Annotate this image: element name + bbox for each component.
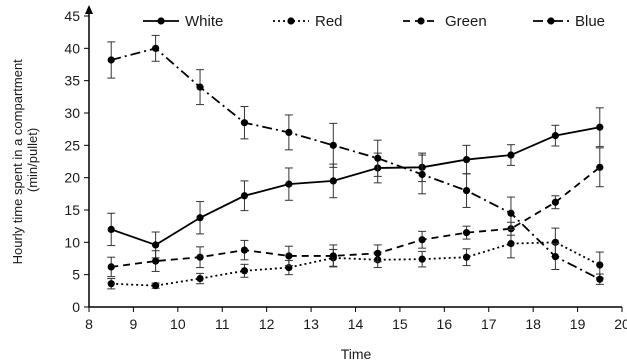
data-point-green xyxy=(374,249,382,257)
data-point-red xyxy=(462,253,471,261)
x-tick-label: 18 xyxy=(525,316,541,332)
data-point-blue xyxy=(196,83,204,91)
data-point-blue xyxy=(374,154,382,162)
data-point-red xyxy=(240,267,249,275)
data-point-blue xyxy=(462,187,471,195)
data-point-white xyxy=(240,192,249,200)
legend-item-white: White xyxy=(143,13,223,30)
y-axis-label-line-2: (min/pullet) xyxy=(25,128,40,192)
y-tick-label: 40 xyxy=(64,40,80,56)
legend-marker-green xyxy=(417,17,425,25)
data-point-green xyxy=(462,229,471,237)
data-point-green xyxy=(152,257,160,265)
series-line-green xyxy=(111,166,601,268)
legend: White Red Green Blue xyxy=(143,13,605,30)
series-white xyxy=(107,107,604,259)
legend-label-white: White xyxy=(185,13,223,30)
legend-item-green: Green xyxy=(403,13,487,30)
y-tick-label: 10 xyxy=(64,234,80,250)
series-line-red xyxy=(111,241,601,287)
data-point-blue xyxy=(507,209,515,217)
data-point-green xyxy=(240,246,249,254)
data-point-blue xyxy=(551,252,559,261)
data-point-red xyxy=(418,255,426,263)
x-tick-label: 13 xyxy=(303,316,319,332)
data-point-white xyxy=(507,151,515,159)
data-point-red xyxy=(551,238,559,246)
legend-marker-red xyxy=(287,17,295,25)
series-red xyxy=(107,227,604,290)
x-tick-label: 17 xyxy=(481,316,497,332)
data-point-white xyxy=(596,123,604,131)
data-point-blue xyxy=(418,170,426,179)
y-tick-label: 30 xyxy=(64,105,80,121)
series-line-blue xyxy=(110,47,601,280)
legend-marker-white xyxy=(157,17,165,25)
data-point-white xyxy=(285,180,293,188)
data-point-green xyxy=(285,252,293,260)
y-axis-label-line-1: Hourly time spent in a compartment xyxy=(10,59,25,265)
data-point-green xyxy=(596,163,604,171)
y-tick-label: 15 xyxy=(64,202,80,218)
y-tick-label: 25 xyxy=(64,137,80,153)
data-point-green xyxy=(551,198,559,206)
x-tick-label: 20 xyxy=(614,316,627,332)
data-point-red xyxy=(196,274,204,283)
y-tick-label: 45 xyxy=(64,8,80,24)
axes: 0 5 10 15 20 25 30 35 40 45 8 9 10 11 12 13 14 15 16 17 18 19… xyxy=(64,5,627,332)
x-tick-label: 10 xyxy=(170,316,186,332)
legend-label-green: Green xyxy=(445,13,487,30)
legend-marker-blue xyxy=(547,17,555,25)
x-tick-label: 16 xyxy=(437,316,453,332)
data-point-green xyxy=(107,263,115,271)
series-blue xyxy=(107,34,604,285)
y-tick-label: 0 xyxy=(72,299,80,315)
data-point-white xyxy=(196,214,204,222)
x-tick-label: 9 xyxy=(130,316,138,332)
data-point-red xyxy=(507,240,515,248)
x-tick-label: 12 xyxy=(259,316,275,332)
data-point-blue xyxy=(240,119,249,127)
y-axis-label: Hourly time spent in a compartment (min/… xyxy=(10,56,40,265)
y-axis-arrow xyxy=(85,5,93,14)
y-tick-label: 5 xyxy=(72,267,80,283)
data-point-white xyxy=(551,132,559,140)
x-tick-label: 15 xyxy=(392,316,408,332)
x-tick-label: 19 xyxy=(570,316,586,332)
data-point-blue xyxy=(329,141,337,149)
data-point-red xyxy=(107,280,115,288)
data-point-red xyxy=(152,282,160,290)
legend-item-red: Red xyxy=(273,13,343,30)
data-point-green xyxy=(196,253,204,261)
series-green xyxy=(107,147,604,278)
legend-label-blue: Blue xyxy=(575,13,605,30)
data-point-red xyxy=(596,261,604,269)
data-point-blue xyxy=(152,44,160,52)
data-point-white xyxy=(152,241,160,249)
data-point-white xyxy=(107,225,115,233)
data-point-blue xyxy=(107,56,115,64)
series-line-white xyxy=(110,126,600,246)
data-point-green xyxy=(329,252,337,260)
series-layer xyxy=(107,34,604,290)
x-tick-label: 14 xyxy=(348,316,364,332)
legend-item-blue: Blue xyxy=(533,13,605,30)
y-tick-label: 20 xyxy=(64,170,80,186)
data-point-blue xyxy=(285,128,293,136)
x-tick-label: 8 xyxy=(85,316,93,332)
y-tick-label: 35 xyxy=(64,73,80,89)
x-tick-label: 11 xyxy=(215,316,230,332)
data-point-green xyxy=(418,236,426,244)
legend-label-red: Red xyxy=(315,13,343,30)
data-point-white xyxy=(329,177,337,185)
data-point-white xyxy=(462,155,471,164)
data-point-blue xyxy=(596,275,604,283)
x-axis-label: Time xyxy=(341,346,372,362)
